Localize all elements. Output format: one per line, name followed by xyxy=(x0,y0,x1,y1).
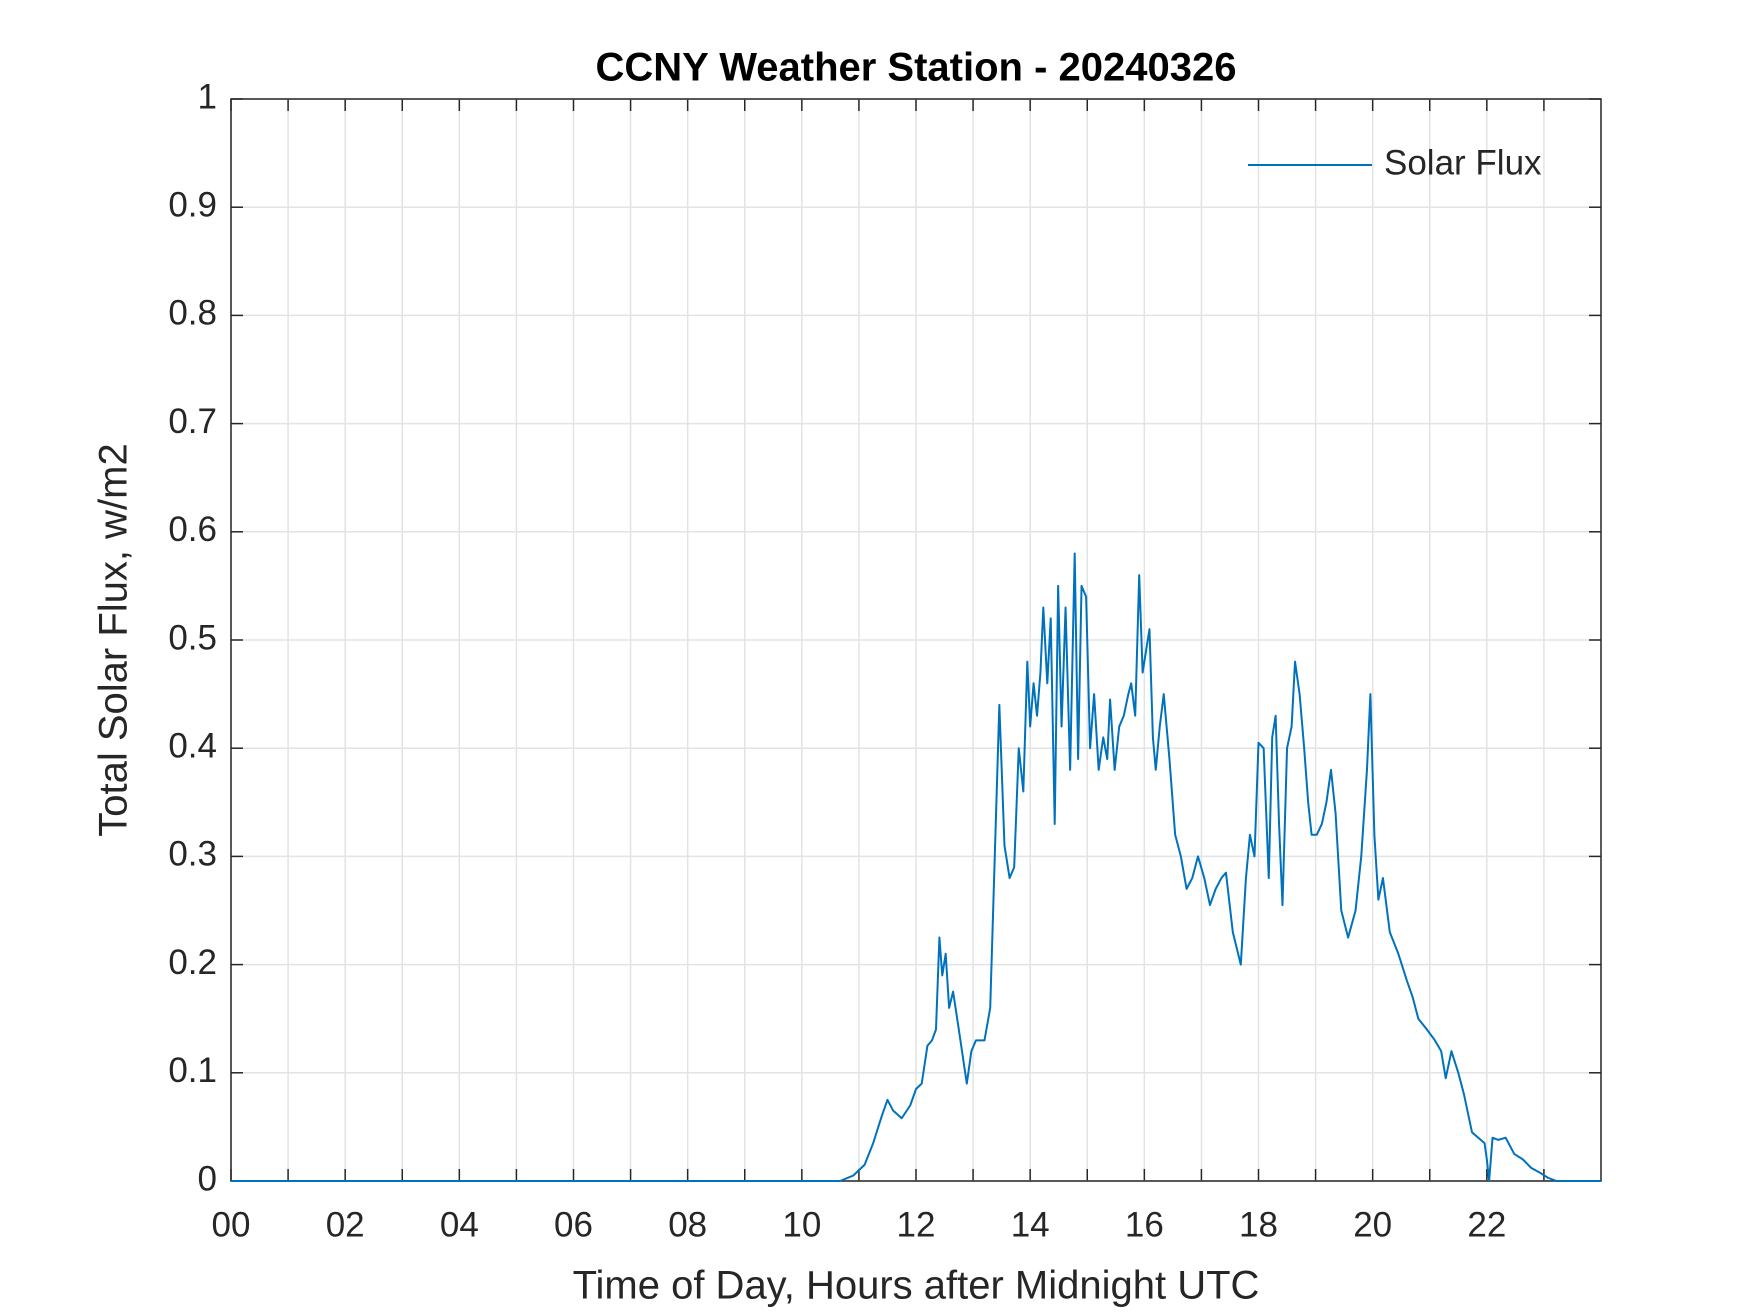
y-tick-label: 0.6 xyxy=(168,510,217,549)
y-tick-label: 0.5 xyxy=(168,618,217,657)
x-tick-label: 00 xyxy=(212,1205,251,1244)
x-tick-label: 18 xyxy=(1239,1205,1278,1244)
y-tick-label: 0.1 xyxy=(168,1051,217,1090)
x-tick-label: 06 xyxy=(554,1205,593,1244)
y-tick-label: 0.7 xyxy=(168,402,217,441)
x-tick-label: 14 xyxy=(1011,1205,1050,1244)
x-tick-label: 08 xyxy=(668,1205,707,1244)
y-tick-label: 0.2 xyxy=(168,943,217,982)
x-axis-label: Time of Day, Hours after Midnight UTC xyxy=(573,1264,1260,1308)
data-line xyxy=(231,552,1601,1182)
chart-title: CCNY Weather Station - 20240326 xyxy=(596,46,1237,90)
x-tick-label: 22 xyxy=(1467,1205,1506,1244)
y-tick-label: 0.8 xyxy=(168,294,217,333)
y-tick-label: 0.4 xyxy=(168,726,217,765)
y-axis-label: Total Solar Flux, w/m2 xyxy=(92,443,136,836)
y-tick-label: 0 xyxy=(198,1159,217,1198)
y-tick-label: 1 xyxy=(198,77,217,116)
x-tick-label: 12 xyxy=(897,1205,936,1244)
x-tick-label: 20 xyxy=(1353,1205,1392,1244)
legend-label: Solar Flux xyxy=(1384,143,1542,182)
y-tick-label: 0.9 xyxy=(168,185,217,224)
y-tick-label: 0.3 xyxy=(168,835,217,874)
x-tick-label: 04 xyxy=(440,1205,479,1244)
x-tick-label: 02 xyxy=(326,1205,365,1244)
plot-frame xyxy=(230,98,1602,1182)
x-tick-label: 10 xyxy=(782,1205,821,1244)
x-tick-label: 16 xyxy=(1125,1205,1164,1244)
